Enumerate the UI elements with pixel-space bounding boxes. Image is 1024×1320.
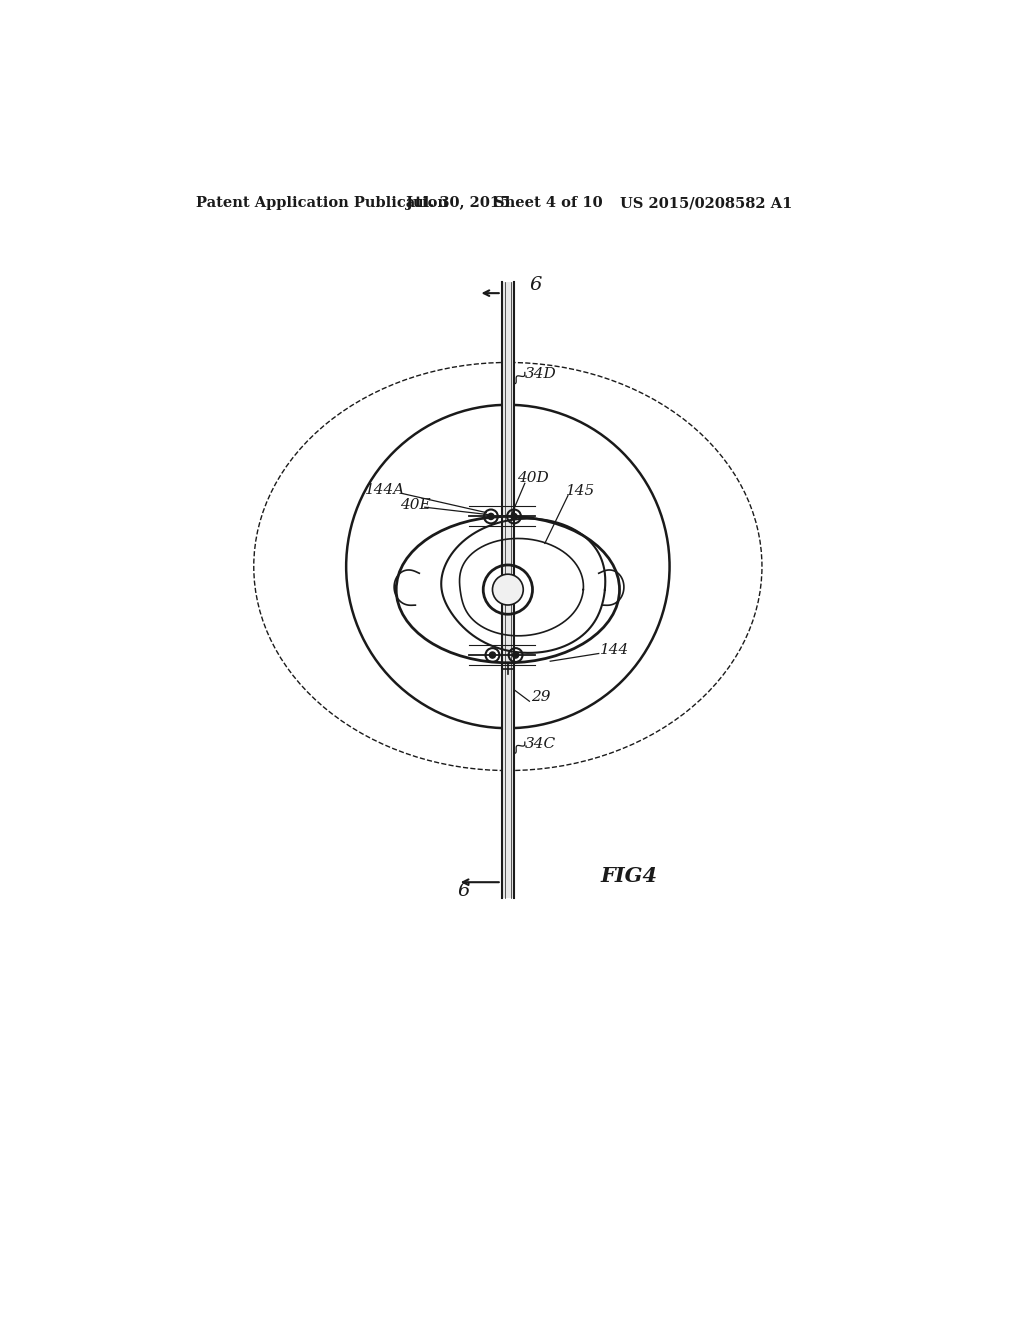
Text: 29: 29 — [531, 690, 551, 705]
Text: 6: 6 — [458, 883, 470, 900]
Text: Jul. 30, 2015: Jul. 30, 2015 — [407, 197, 511, 210]
Polygon shape — [502, 281, 514, 898]
Circle shape — [511, 513, 517, 520]
Text: 145: 145 — [565, 484, 595, 498]
Circle shape — [487, 513, 494, 520]
Text: 34C: 34C — [524, 737, 556, 751]
Circle shape — [493, 574, 523, 605]
Circle shape — [512, 652, 518, 659]
Text: 34D: 34D — [524, 367, 557, 381]
Text: 144: 144 — [600, 643, 630, 656]
Text: 40D: 40D — [517, 471, 549, 484]
Text: 6: 6 — [529, 276, 542, 294]
Text: 144A: 144A — [366, 483, 406, 496]
Text: Patent Application Publication: Patent Application Publication — [196, 197, 449, 210]
Text: 40E: 40E — [400, 498, 431, 512]
Text: FIG4: FIG4 — [600, 866, 657, 886]
Text: US 2015/0208582 A1: US 2015/0208582 A1 — [620, 197, 792, 210]
Text: Sheet 4 of 10: Sheet 4 of 10 — [494, 197, 603, 210]
Circle shape — [489, 652, 496, 659]
